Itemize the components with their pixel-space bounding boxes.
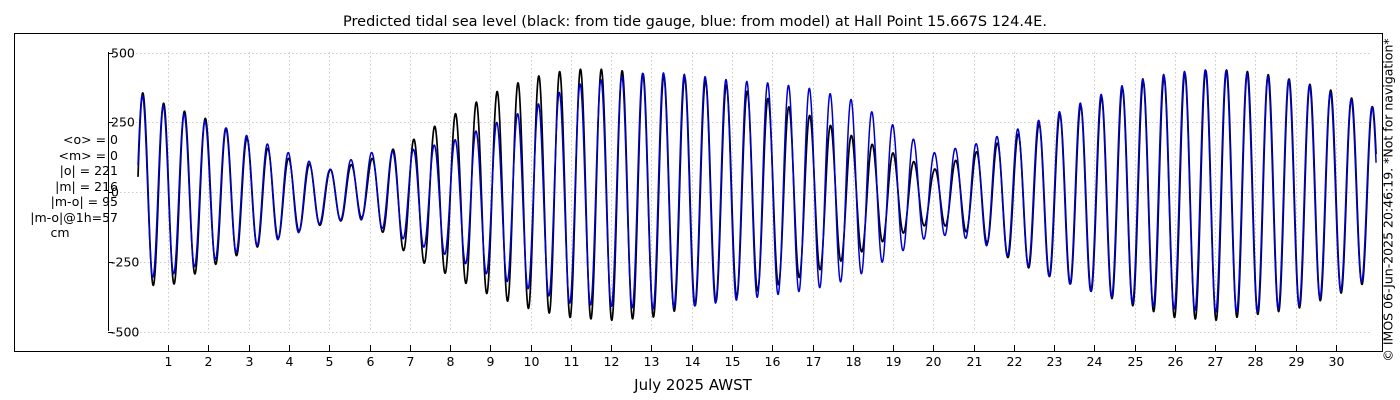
- x-tick-label: 18: [846, 354, 862, 369]
- x-tick-label: 23: [1047, 354, 1063, 369]
- x-tick-label: 2: [205, 354, 213, 369]
- x-tick-label: 29: [1289, 354, 1305, 369]
- y-tick-label: 0: [111, 185, 119, 200]
- stat-unit: cm: [50, 225, 70, 240]
- x-tick-label: 19: [886, 354, 902, 369]
- x-tick-label: 28: [1248, 354, 1264, 369]
- x-tick-label: 1: [165, 354, 173, 369]
- x-tick-label: 8: [447, 354, 455, 369]
- x-tick-label: 24: [1087, 354, 1103, 369]
- x-tick-label: 22: [1007, 354, 1023, 369]
- x-tick-label: 27: [1208, 354, 1224, 369]
- x-tick-label: 21: [967, 354, 983, 369]
- series-line-model: [137, 69, 1377, 313]
- x-tick-label: 25: [1128, 354, 1144, 369]
- x-axis-ticks: 1 2 3 4 5 6 7 8 9 10 11 12 13 14 15 16 17 18 19 20 21 22 23 24 2…: [165, 345, 1345, 369]
- x-tick-label: 26: [1168, 354, 1184, 369]
- x-tick-label: 17: [806, 354, 822, 369]
- stat-abs-observed: |o| = 221: [59, 163, 118, 178]
- x-tick-label: 16: [765, 354, 781, 369]
- y-tick-label: 250: [111, 115, 135, 130]
- copyright-note: © IMOS 06-Jun-2025 20:46:19. *Not for na…: [1380, 38, 1396, 362]
- x-tick-label: 7: [407, 354, 415, 369]
- x-tick-label: 12: [604, 354, 620, 369]
- stats-panel: <o> = 0 <m> = 0 |o| = 221 |m| = 216 |m-o…: [2, 132, 118, 241]
- x-tick-label: 30: [1329, 354, 1345, 369]
- x-tick-label: 4: [286, 354, 294, 369]
- x-tick-label: 11: [564, 354, 580, 369]
- x-tick-label: 15: [725, 354, 741, 369]
- x-axis-label: July 2025 AWST: [633, 376, 752, 394]
- stat-abs-difference: |m-o| = 95: [50, 194, 118, 209]
- y-tick-label: -500: [111, 325, 139, 340]
- x-tick-label: 3: [246, 354, 254, 369]
- stat-mean-model: <m> = 0: [58, 147, 119, 163]
- x-tick-label: 14: [685, 354, 701, 369]
- grid: [108, 52, 1370, 333]
- stat-mean-observed: <o> = 0: [63, 132, 118, 147]
- stat-abs-difference-1h: |m-o|@1h=57: [30, 209, 118, 225]
- x-tick-label: 6: [367, 354, 375, 369]
- chart-title: Predicted tidal sea level (black: from t…: [343, 14, 1047, 30]
- x-tick-label: 10: [524, 354, 540, 369]
- y-axis-ticks: -500 -250 0 250 500: [108, 46, 139, 340]
- y-tick-label: -250: [111, 255, 139, 270]
- outer-frame: [14, 33, 1383, 352]
- series-layer: [137, 68, 1377, 322]
- x-tick-label: 5: [326, 354, 334, 369]
- x-tick-label: 20: [926, 354, 942, 369]
- y-tick-label: 500: [111, 46, 135, 61]
- stat-abs-model: |m| = 216: [55, 178, 118, 194]
- x-tick-label: 9: [487, 354, 495, 369]
- x-tick-label: 13: [644, 354, 660, 369]
